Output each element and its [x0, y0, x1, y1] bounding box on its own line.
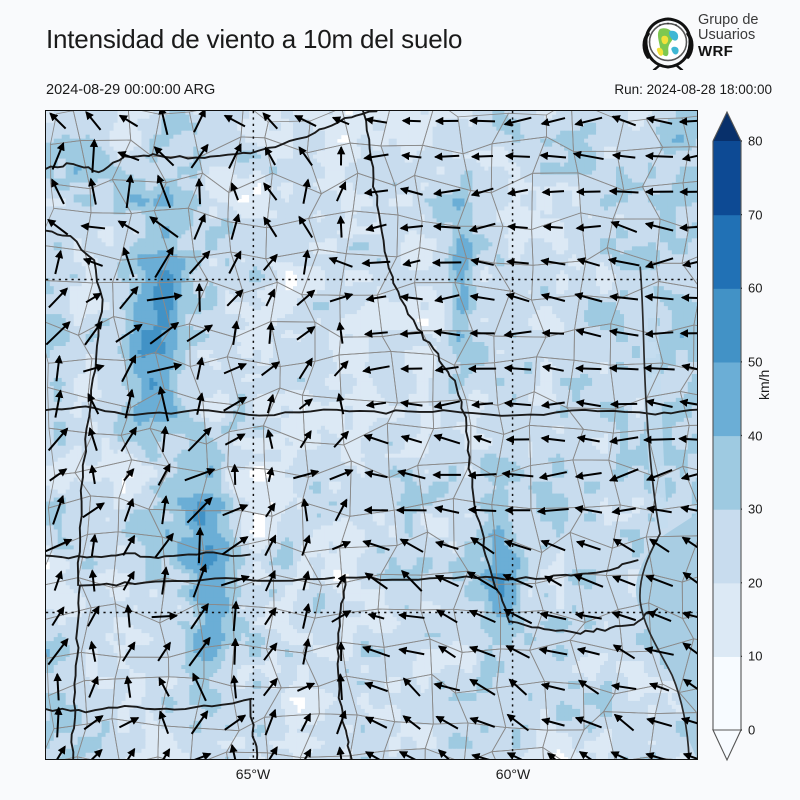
colorbar-tick-40: 40	[748, 428, 762, 443]
colorbar-tick-70: 70	[748, 207, 762, 222]
colorbar-tick-0: 0	[748, 723, 755, 738]
lon-tick-60w: 60°W	[496, 766, 530, 782]
colorbar-tick-80: 80	[748, 134, 762, 149]
run-time-label: Run: 2024-08-28 18:00:00	[614, 82, 772, 97]
lon-tick-65w: 65°W	[236, 766, 270, 782]
colorbar-tick-10: 10	[748, 649, 762, 664]
logo-line-1: Grupo de	[698, 12, 794, 28]
logo-line-2: Usuarios	[698, 27, 794, 43]
logo-line-3: WRF	[698, 43, 794, 60]
map-canvas[interactable]	[45, 110, 698, 760]
wrf-user-group-logo: Grupo de Usuarios WRF	[640, 12, 794, 72]
valid-time-label: 2024-08-29 00:00:00 ARG	[46, 82, 215, 98]
colorbar-tick-60: 60	[748, 281, 762, 296]
wrf-globe-logo-icon	[640, 14, 696, 72]
colorbar-axis-label: km/h	[756, 370, 772, 400]
colorbar-tick-50: 50	[748, 354, 762, 369]
colorbar: 0 10 20 30 40 50 60 70 80	[712, 110, 762, 762]
colorbar-tick-20: 20	[748, 575, 762, 590]
colorbar-tick-30: 30	[748, 502, 762, 517]
page-title: Intensidad de viento a 10m del suelo	[46, 24, 463, 55]
